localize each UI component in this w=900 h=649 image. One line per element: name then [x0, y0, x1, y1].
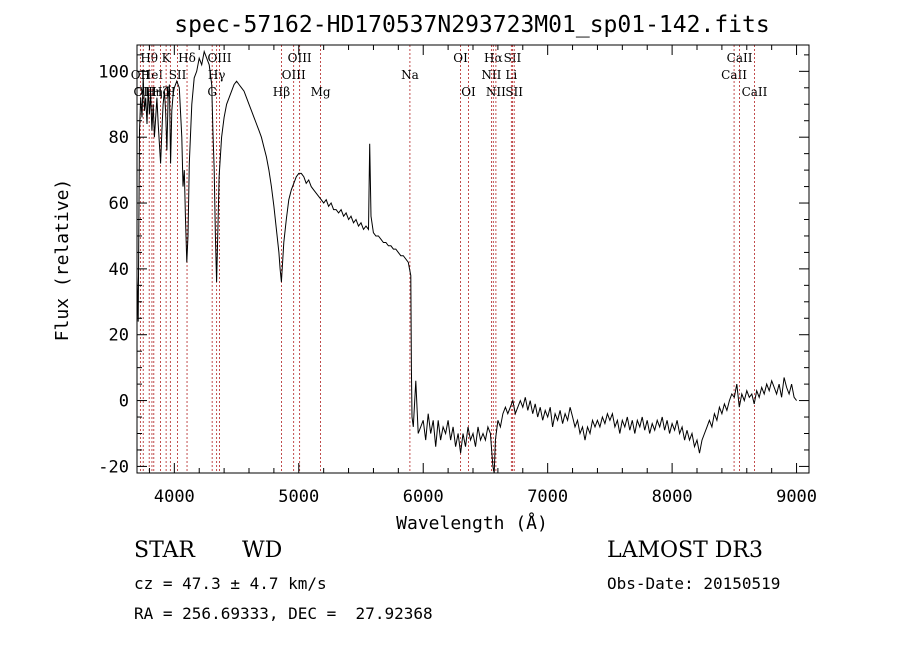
subclass-label: WD — [242, 538, 283, 563]
chart-title: spec-57162-HD170537N293723M01_sp01-142.f… — [174, 12, 769, 38]
line-marker-label: H — [165, 85, 175, 99]
line-marker-label: Hγ — [208, 68, 226, 82]
x-axis-label: Wavelength (Å) — [396, 512, 548, 534]
line-marker-label: SII — [169, 68, 187, 82]
line-marker-label: OIII — [288, 51, 312, 65]
y-axis-label: Flux (relative) — [52, 179, 73, 342]
y-axis: -20 0 20 40 60 80 100 — [98, 54, 809, 477]
line-marker-label: OIII — [282, 68, 306, 82]
line-marker-label: CaII — [721, 68, 747, 82]
line-marker-label: OI — [453, 51, 468, 65]
line-marker-label: Li — [505, 68, 517, 82]
line-marker-label: CaII — [742, 85, 768, 99]
line-marker-label: CaII — [727, 51, 753, 65]
survey-label: LAMOST DR3 — [607, 538, 763, 563]
y-tick-label: -20 — [98, 457, 129, 477]
line-marker-label: SII — [505, 85, 523, 99]
line-marker-label: K — [162, 51, 172, 65]
plot-frame — [136, 44, 810, 474]
x-tick-label: 9000 — [776, 487, 817, 507]
x-axis: 4000 5000 6000 7000 8000 9000 — [148, 45, 817, 507]
line-marker-label: Na — [401, 68, 419, 82]
obs-date-text: Obs-Date: 20150519 — [607, 574, 781, 593]
y-tick-label: 60 — [109, 194, 129, 214]
y-tick-label: 0 — [119, 392, 129, 412]
line-marker-label: Hδ — [178, 51, 196, 65]
x-tick-label: 5000 — [278, 487, 319, 507]
y-tick-label: 80 — [109, 128, 129, 148]
line-marker-label: SII — [504, 51, 522, 65]
x-tick-label: 4000 — [154, 487, 195, 507]
line-marker-label: Hη — [145, 85, 163, 99]
line-marker-label: OIII — [207, 51, 231, 65]
x-tick-label: 8000 — [652, 487, 693, 507]
coords-text: RA = 256.69333, DEC = 27.92368 — [134, 604, 433, 623]
spectrum-line — [136, 49, 797, 474]
redshift-text: cz = 47.3 ± 4.7 km/s — [134, 574, 327, 593]
line-marker-layer: OIIOIIHθHeIHηHζKHSIIHδGHγOIIIHβOIIIOIIIM… — [131, 45, 768, 473]
class-label: STAR — [134, 538, 195, 563]
line-marker-label: NII — [486, 85, 506, 99]
x-tick-label: 7000 — [527, 487, 568, 507]
y-tick-label: 20 — [109, 326, 129, 346]
line-marker-label: Hθ — [140, 51, 158, 65]
y-tick-label: 100 — [98, 62, 129, 82]
line-marker-label: NII — [481, 68, 501, 82]
y-tick-label: 40 — [109, 260, 129, 280]
line-marker-label: Mg — [311, 85, 331, 99]
line-marker-label: HeI — [141, 68, 164, 82]
line-marker-label: Hβ — [273, 85, 290, 99]
line-marker-label: OI — [461, 85, 476, 99]
line-marker-label: Hα — [484, 51, 503, 65]
x-tick-label: 6000 — [403, 487, 444, 507]
